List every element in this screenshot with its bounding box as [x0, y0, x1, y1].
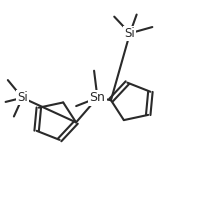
Text: Si: Si — [125, 27, 135, 40]
Text: Si: Si — [125, 27, 135, 40]
Text: Si: Si — [17, 91, 28, 104]
Text: Sn: Sn — [90, 91, 105, 104]
Text: Si: Si — [17, 91, 28, 104]
